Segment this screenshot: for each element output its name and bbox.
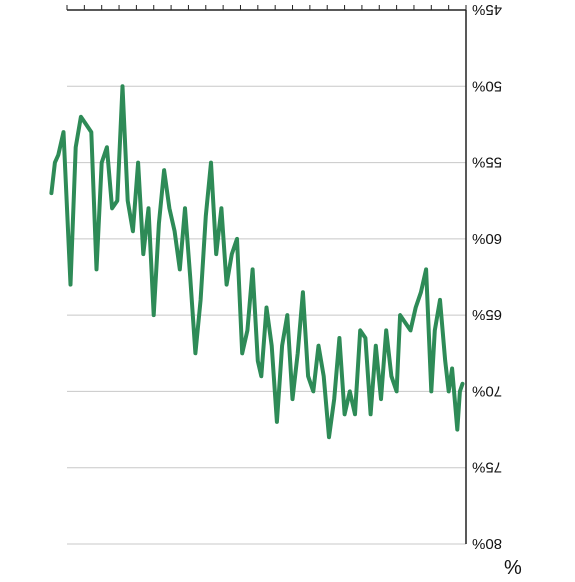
- rotated-figure: 45%50%55%60%65%70%75%80% 1.047.041.057.0…: [49, 1, 522, 579]
- axes: [66, 5, 467, 544]
- y-tick-label: 55%: [472, 154, 502, 171]
- y-tick-label: 45%: [472, 1, 502, 18]
- gridlines: [67, 9, 466, 545]
- series-group: [49, 84, 465, 440]
- y-tick-label: 80%: [472, 535, 502, 552]
- y-tick-labels: 45% 50% 55% 60% 65% 70% 75% 80%: [472, 1, 502, 552]
- y-tick-label: 60%: [472, 230, 502, 247]
- y-tick-label: 50%: [472, 77, 502, 94]
- y-tick-label: 65%: [472, 306, 502, 323]
- series-line-0: [49, 84, 465, 440]
- y-tick-label: 70%: [472, 382, 502, 399]
- y-axis-unit-label: %: [504, 557, 522, 579]
- y-tick-label: 75%: [472, 459, 502, 476]
